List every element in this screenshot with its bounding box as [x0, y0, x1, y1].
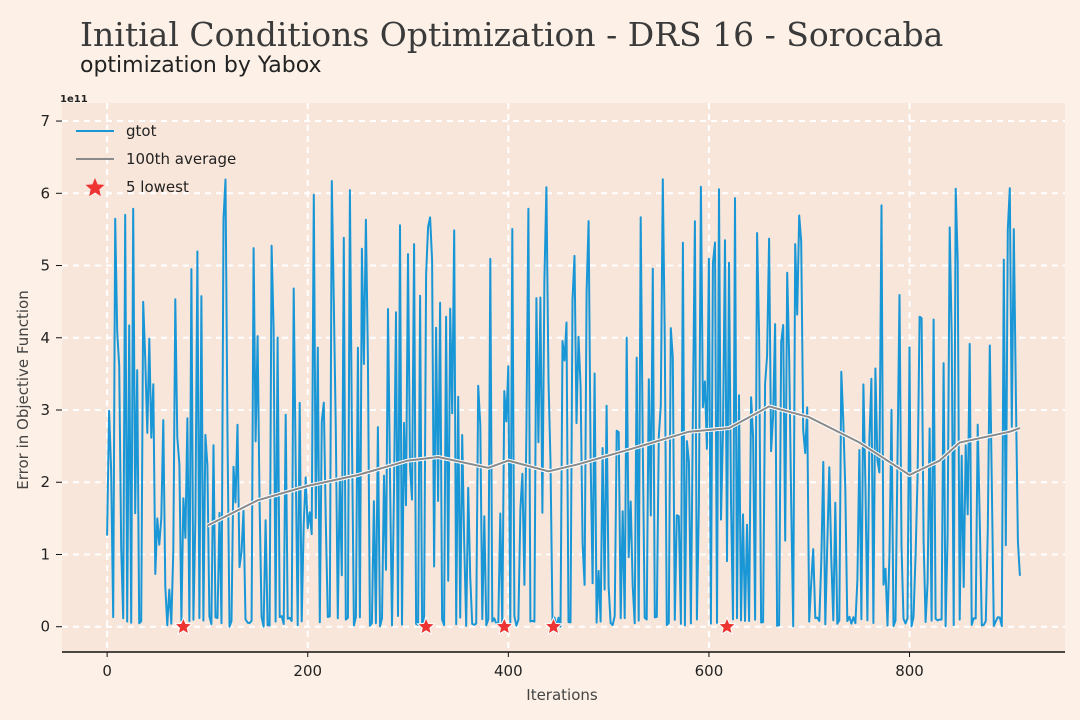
y-tick-label: 1	[40, 545, 50, 563]
legend-label-lowest: 5 lowest	[126, 178, 189, 196]
legend-swatch-lowest	[85, 178, 105, 197]
legend-label-gtot: gtot	[126, 122, 157, 140]
chart-title: Initial Conditions Optimization - DRS 16…	[80, 15, 943, 54]
tick-layer: 0 200 400 600 800 0 1 2 3 4 5 6 7	[40, 112, 923, 680]
y-tick-label: 7	[40, 112, 50, 130]
y-axis-label: Error in Objective Function	[14, 290, 32, 489]
lowest-star-marker	[494, 616, 515, 636]
x-tick-label: 200	[293, 662, 322, 680]
y-tick-label: 0	[40, 618, 50, 636]
series-layer	[106, 178, 1021, 628]
y-tick-label: 2	[40, 473, 50, 491]
x-tick-label: 800	[895, 662, 924, 680]
y-tick-label: 4	[40, 329, 50, 347]
lowest-star-marker	[416, 616, 436, 636]
y-tick-label: 6	[40, 184, 50, 202]
lowest-star-marker	[173, 616, 194, 636]
marker-layer	[173, 616, 737, 636]
lowest-star-marker	[717, 616, 737, 636]
x-axis-label: Iterations	[526, 686, 598, 704]
chart-subtitle: optimization by Yabox	[80, 53, 322, 78]
legend-label-average: 100th average	[126, 150, 236, 168]
legend: gtot 100th average 5 lowest	[76, 122, 236, 197]
x-tick-label: 400	[494, 662, 523, 680]
series-gtot-line	[106, 178, 1021, 628]
y-tick-label: 5	[40, 257, 50, 275]
y-tick-label: 3	[40, 401, 50, 419]
x-tick-label: 0	[102, 662, 112, 680]
y-scale-label: 1e11	[60, 94, 88, 105]
x-tick-label: 600	[695, 662, 724, 680]
series-average-line	[206, 405, 1021, 527]
lowest-star-marker	[543, 616, 564, 636]
